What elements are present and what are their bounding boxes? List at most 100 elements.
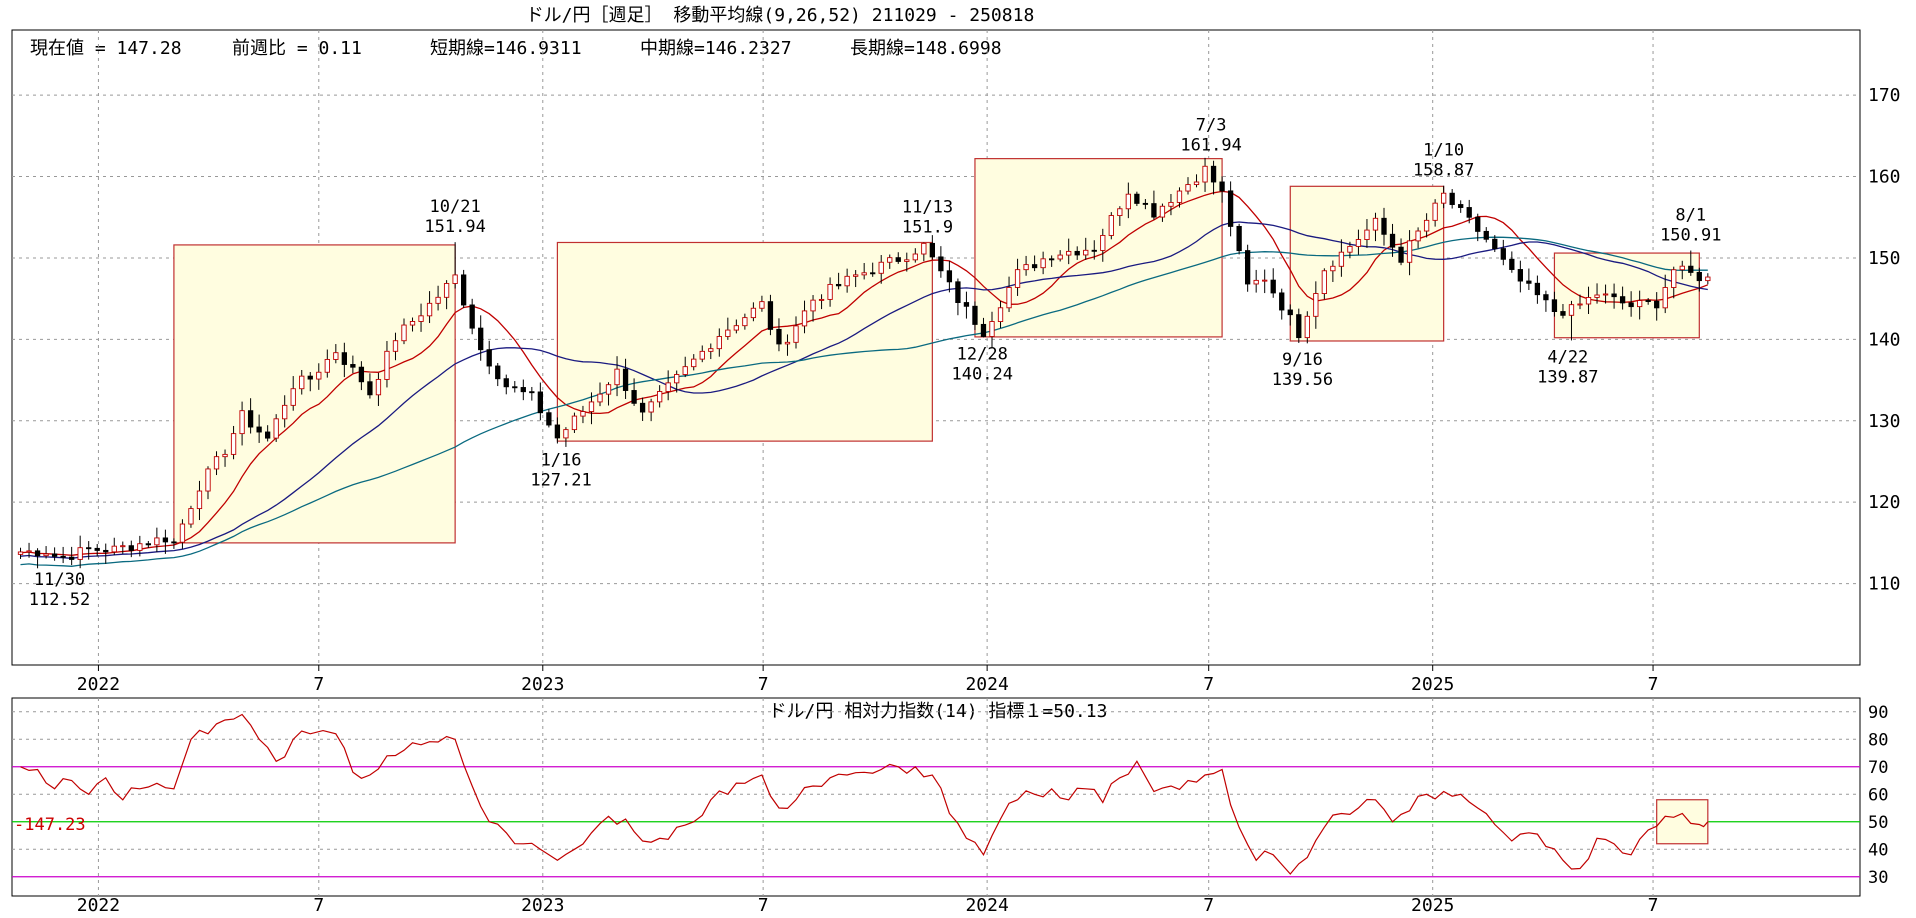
candle-up — [759, 301, 765, 309]
main-y-tick-label: 130 — [1868, 411, 1901, 432]
candle-up — [1637, 300, 1643, 308]
candle-up — [43, 553, 49, 557]
candle-up — [1372, 217, 1379, 231]
rsi-y-tick-label: 30 — [1868, 868, 1888, 888]
rsi-x-tick-label: 7 — [1648, 895, 1659, 914]
candle-down — [1210, 165, 1217, 183]
candle-up — [921, 242, 927, 255]
candle-up — [179, 523, 186, 543]
candle-up — [392, 340, 399, 352]
candle-down — [1560, 311, 1566, 316]
weekly-change-text: 前週比 = 0.11 — [232, 38, 362, 59]
candle-up — [1176, 190, 1183, 203]
candle-up — [997, 307, 1004, 322]
candle-up — [435, 296, 441, 304]
candle-down — [1279, 292, 1285, 311]
annotation-date: 9/16 — [1282, 350, 1323, 370]
candle-up — [614, 368, 620, 386]
main-x-tick-label: 2022 — [77, 674, 120, 695]
candle-down — [1381, 217, 1387, 235]
candle-up — [1202, 165, 1208, 183]
candle-up — [989, 321, 995, 337]
candle-down — [51, 553, 58, 557]
candle-down — [1227, 190, 1234, 227]
main-chart-title: ドル/円［週足］ 移動平均線(9,26,52) 211029 - 250818 — [526, 5, 1035, 26]
rsi-x-tick-label: 7 — [758, 895, 769, 914]
candle-up — [375, 378, 382, 396]
candle-down — [1475, 216, 1481, 232]
candle-down — [60, 555, 66, 558]
candle-down — [1219, 181, 1225, 192]
candle-up — [725, 329, 731, 337]
annotation-value: 151.9 — [902, 217, 953, 237]
current-value-text: 現在値 = 147.28 — [30, 38, 182, 59]
candle-up — [793, 325, 799, 343]
mid-ma-text: 中期線=146.2327 — [640, 38, 792, 59]
candle-down — [895, 257, 901, 262]
candle-up — [1364, 229, 1370, 240]
candle-up — [1602, 293, 1609, 296]
annotation-date: 7/3 — [1196, 116, 1227, 136]
candle-up — [657, 391, 663, 403]
candles — [17, 157, 1711, 569]
candle-up — [282, 404, 288, 420]
rsi-marker-label: -147.23 — [14, 815, 86, 835]
candle-down — [639, 402, 646, 413]
candle-down — [341, 352, 347, 365]
candle-up — [1117, 208, 1123, 217]
candle-down — [1654, 300, 1660, 309]
candle-down — [1049, 258, 1055, 261]
candle-up — [239, 410, 245, 435]
candle-up — [443, 283, 450, 298]
rsi-plot-frame — [11, 697, 1861, 897]
candle-up — [188, 508, 194, 525]
candle-up — [1066, 250, 1072, 256]
main-x-tick-label: 7 — [758, 674, 769, 695]
candle-up — [1125, 193, 1131, 210]
annotation-date: 10/21 — [430, 197, 481, 217]
candle-up — [853, 274, 859, 277]
main-y-tick-label: 140 — [1868, 329, 1901, 350]
candle-down — [128, 545, 134, 551]
candle-up — [682, 366, 688, 375]
candle-up — [1577, 303, 1583, 306]
candle-up — [384, 350, 390, 380]
candle-up — [230, 433, 237, 455]
candle-down — [162, 537, 169, 543]
candle-down — [478, 327, 484, 351]
candle-up — [1432, 202, 1438, 221]
candle-up — [571, 415, 578, 431]
candle-down — [1466, 207, 1472, 218]
candle-up — [273, 418, 279, 439]
candle-down — [358, 366, 365, 383]
candle-down — [367, 381, 373, 396]
candle-up — [691, 358, 697, 368]
candle-down — [1245, 250, 1251, 285]
annotation-date: 1/10 — [1423, 141, 1464, 161]
candle-up — [1321, 270, 1327, 294]
candle-down — [1534, 282, 1541, 296]
candle-up — [1159, 205, 1166, 218]
candle-up — [1193, 181, 1200, 186]
candle-up — [1057, 254, 1063, 260]
candle-down — [963, 302, 970, 307]
candle-up — [205, 468, 211, 492]
main-y-tick-label: 170 — [1868, 85, 1901, 106]
candle-down — [1389, 233, 1396, 248]
candle-up — [1347, 245, 1353, 253]
long-ma-text: 長期線=148.6998 — [850, 38, 1002, 59]
candle-up — [120, 545, 126, 548]
candle-down — [69, 556, 75, 560]
annotation-date: 11/30 — [34, 570, 85, 590]
main-y-axis: 110 120 130 140 150 160 170 — [1868, 85, 1901, 594]
candle-up — [426, 302, 433, 317]
candle-up — [827, 283, 833, 300]
main-x-tick-label: 2025 — [1411, 674, 1454, 695]
candle-down — [103, 549, 109, 553]
candle-down — [1543, 294, 1549, 301]
rsi-x-axis: 2022 7 2023 7 2024 7 2025 7 — [77, 895, 1659, 916]
short-ma-text: 短期線=146.9311 — [430, 38, 582, 59]
candle-up — [409, 321, 416, 326]
